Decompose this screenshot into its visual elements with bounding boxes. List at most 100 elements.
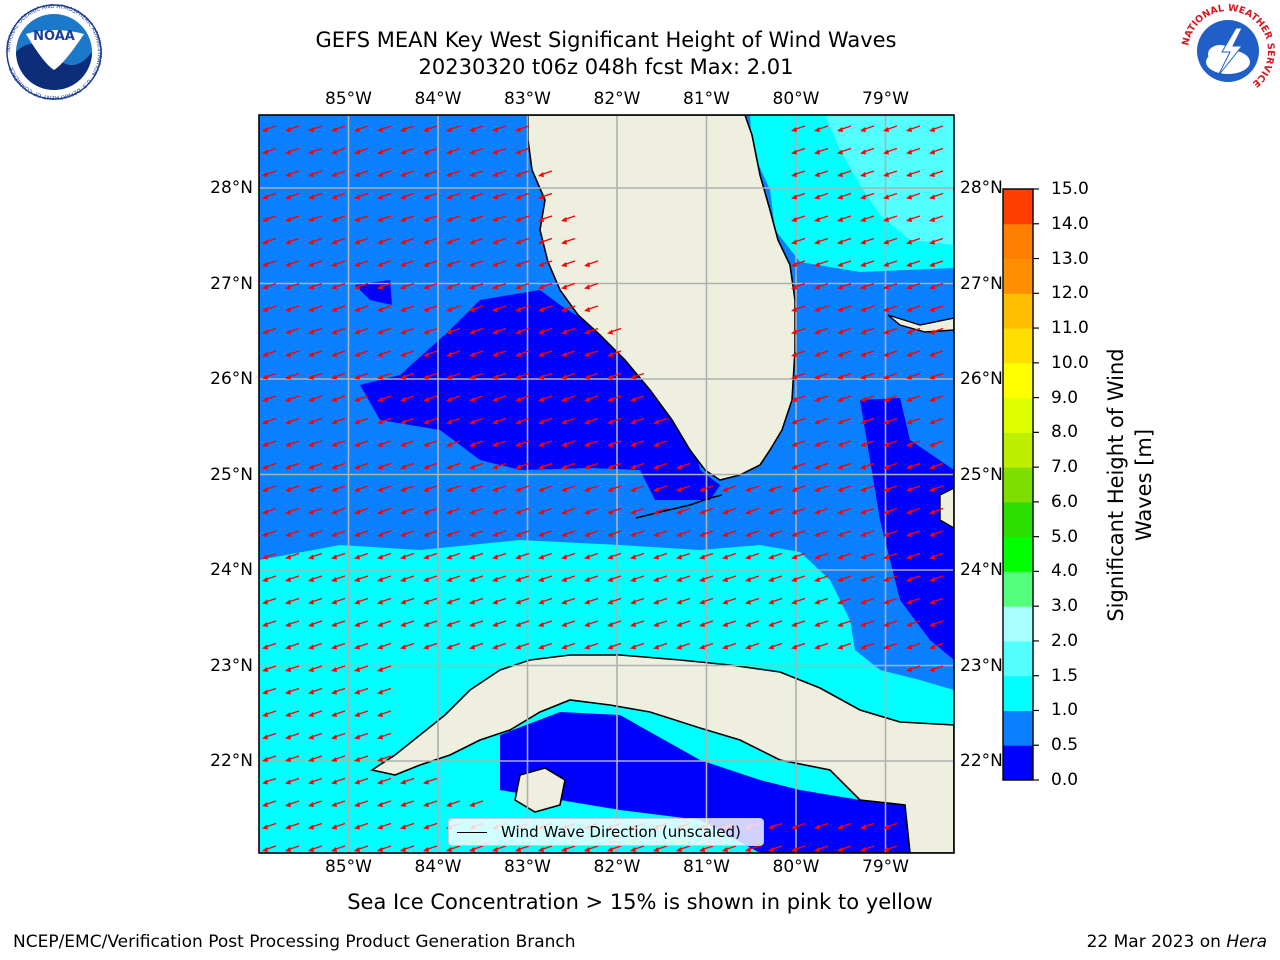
wave-direction-arrow: [814, 260, 829, 267]
wave-direction-arrow: [630, 507, 645, 515]
wave-direction-arrow: [400, 507, 415, 515]
plot-title: GEFS MEAN Key West Significant Height of…: [315, 28, 897, 52]
wave-direction-arrow: [469, 530, 484, 537]
sea-ice-caption: Sea Ice Concentration > 15% is shown in …: [347, 890, 933, 914]
wave-direction-arrow: [837, 417, 852, 425]
wave-direction-arrow: [561, 260, 576, 267]
wave-direction-arrow: [929, 395, 944, 402]
wave-direction-arrow: [492, 642, 507, 650]
wave-direction-arrow: [354, 395, 369, 402]
wave-direction-arrow: [791, 507, 806, 515]
wave-direction-arrow: [906, 485, 921, 492]
wave-direction-arrow: [630, 462, 645, 470]
wave-direction-arrow: [584, 350, 599, 357]
wave-direction-arrow: [354, 755, 369, 762]
wave-direction-arrow: [400, 845, 415, 852]
wave-direction-arrow: [469, 575, 484, 582]
wave-direction-arrow: [377, 282, 392, 290]
grand-bahama-land: [887, 314, 954, 333]
wave-direction-arrow: [285, 642, 300, 650]
wave-direction-arrow: [285, 552, 300, 560]
wave-direction-arrow: [331, 777, 346, 785]
wave-direction-arrow: [354, 417, 369, 425]
wave-direction-arrow: [814, 282, 829, 290]
wave-direction-arrow: [285, 687, 300, 695]
legend-line-sample: [457, 832, 487, 833]
wave-direction-arrow: [377, 305, 392, 312]
wave-direction-arrow: [308, 192, 323, 200]
wave-direction-arrow: [653, 507, 668, 515]
wave-direction-arrow: [354, 215, 369, 222]
wave-direction-arrow: [331, 282, 346, 290]
wave-direction-arrow: [791, 822, 806, 830]
wave-direction-arrow: [308, 147, 323, 155]
wave-direction-arrow: [285, 215, 300, 222]
wave-direction-arrow: [538, 552, 553, 560]
wave-direction-arrow: [492, 170, 507, 177]
wave-direction-arrow: [883, 260, 898, 267]
wave-direction-arrow: [791, 260, 806, 267]
wave-direction-arrow: [400, 327, 415, 335]
wave-direction-arrow: [308, 822, 323, 830]
wave-field-1.5-2.0: [825, 115, 954, 245]
wave-direction-arrow: [699, 530, 714, 537]
wave-direction-arrow: [354, 552, 369, 560]
wave-direction-arrow: [814, 125, 829, 132]
wave-direction-arrow: [860, 215, 875, 222]
wave-direction-arrow: [561, 462, 576, 470]
wave-direction-arrow: [400, 485, 415, 492]
wave-direction-arrow: [676, 462, 691, 470]
wave-direction-arrow: [377, 575, 392, 582]
wave-direction-arrow: [814, 462, 829, 470]
wave-direction-arrow: [630, 530, 645, 537]
wave-direction-arrow: [423, 327, 438, 335]
wave-direction-arrow: [331, 575, 346, 582]
wave-direction-arrow: [929, 575, 944, 582]
wave-direction-arrow: [354, 125, 369, 132]
wave-direction-arrow: [400, 417, 415, 425]
wave-direction-arrow: [354, 597, 369, 605]
wave-direction-arrow: [538, 845, 553, 852]
wave-direction-arrow: [538, 395, 553, 402]
wave-direction-arrow: [262, 755, 277, 762]
wave-direction-arrow: [469, 845, 484, 852]
lon-label-top: 80°W: [772, 89, 820, 109]
wave-direction-arrow: [377, 147, 392, 155]
wave-direction-arrow: [791, 237, 806, 245]
wave-direction-arrow: [653, 575, 668, 582]
wave-direction-arrow: [285, 260, 300, 267]
wave-direction-arrow: [354, 530, 369, 537]
wave-direction-arrow: [676, 597, 691, 605]
wave-direction-arrow: [791, 620, 806, 627]
wave-direction-arrow: [285, 732, 300, 740]
wave-direction-arrow: [860, 530, 875, 537]
colorbar-segment: [1003, 189, 1033, 225]
wave-direction-arrow: [308, 260, 323, 267]
wave-direction-arrow: [446, 170, 461, 177]
wave-direction-arrow: [561, 395, 576, 402]
wave-direction-arrow: [308, 800, 323, 807]
wave-direction-arrow: [446, 575, 461, 582]
wave-direction-arrow: [331, 350, 346, 357]
wave-direction-arrow: [469, 620, 484, 627]
wave-direction-arrow: [377, 552, 392, 560]
wave-direction-arrow: [423, 800, 438, 807]
wave-direction-arrow: [791, 530, 806, 537]
colorbar-segment: [1003, 258, 1033, 294]
wave-direction-arrow: [676, 530, 691, 537]
wave-direction-arrow: [561, 552, 576, 560]
wave-direction-arrow: [492, 530, 507, 537]
wave-direction-arrow: [423, 597, 438, 605]
wave-direction-arrow: [331, 170, 346, 177]
wave-direction-arrow: [308, 125, 323, 132]
wave-direction-arrow: [538, 507, 553, 515]
wave-direction-arrow: [883, 552, 898, 560]
wave-direction-arrow: [860, 327, 875, 335]
wave-direction-arrow: [423, 170, 438, 177]
wave-direction-arrow: [929, 620, 944, 627]
wave-direction-arrow: [331, 305, 346, 312]
wave-direction-arrow: [929, 552, 944, 560]
wave-direction-arrow: [883, 215, 898, 222]
wave-direction-arrow: [699, 642, 714, 650]
wave-direction-arrow: [676, 845, 691, 852]
